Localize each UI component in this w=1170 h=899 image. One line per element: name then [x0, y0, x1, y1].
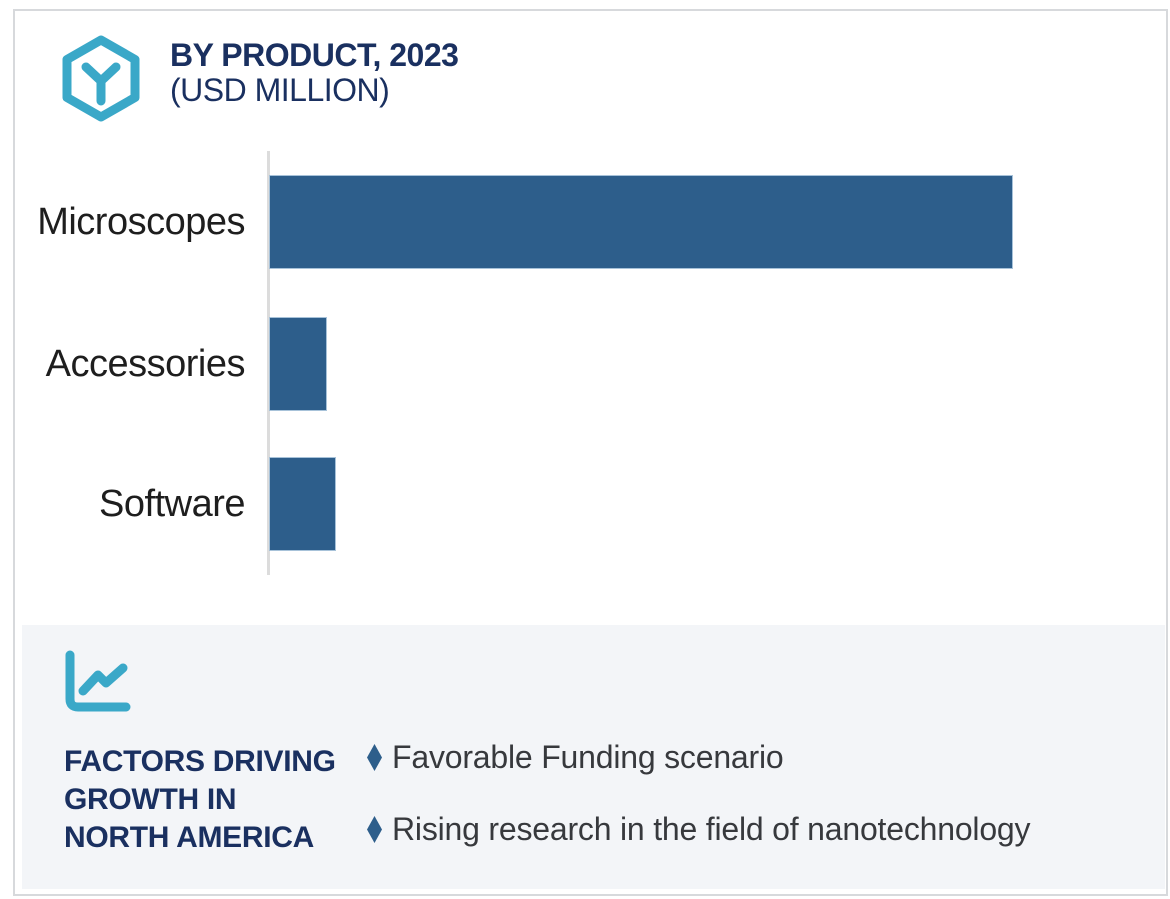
factor-text: Rising research in the field of nanotech… — [392, 810, 1031, 847]
bar-microscopes — [269, 175, 1013, 269]
factors-heading-line: FACTORS DRIVING — [64, 745, 336, 778]
factors-heading-line: GROWTH IN — [64, 783, 237, 816]
factors-heading: FACTORS DRIVING GROWTH IN NORTH AMERICA — [64, 743, 336, 857]
factor-text: Favorable Funding scenario — [392, 738, 784, 775]
category-label-accessories: Accessories — [45, 342, 246, 385]
chart-header: BY PRODUCT, 2023 (USD MILLION) — [170, 37, 459, 108]
bar-track — [269, 317, 1013, 411]
diamond-icon — [367, 743, 382, 771]
diamond-icon — [367, 815, 382, 843]
bar-software — [269, 457, 336, 551]
hexagon-cube-icon — [62, 35, 140, 122]
bar-accessories — [269, 317, 328, 411]
factor-bullet: Favorable Funding scenario — [367, 737, 784, 777]
chart-title: BY PRODUCT, 2023 — [170, 37, 459, 73]
factor-bullet: Rising research in the field of nanotech… — [367, 809, 1031, 849]
chart-subtitle: (USD MILLION) — [170, 72, 390, 108]
bar-track — [269, 457, 1013, 551]
bar-track — [269, 175, 1013, 269]
factors-heading-line: NORTH AMERICA — [64, 821, 314, 854]
category-label-software: Software — [99, 482, 245, 525]
factors-panel: FACTORS DRIVING GROWTH IN NORTH AMERICA … — [22, 625, 1165, 889]
line-chart-icon — [65, 650, 131, 712]
category-label-microscopes: Microscopes — [37, 200, 245, 243]
y-axis-line — [267, 151, 270, 575]
report-card: BY PRODUCT, 2023 (USD MILLION) Microscop… — [13, 9, 1168, 896]
